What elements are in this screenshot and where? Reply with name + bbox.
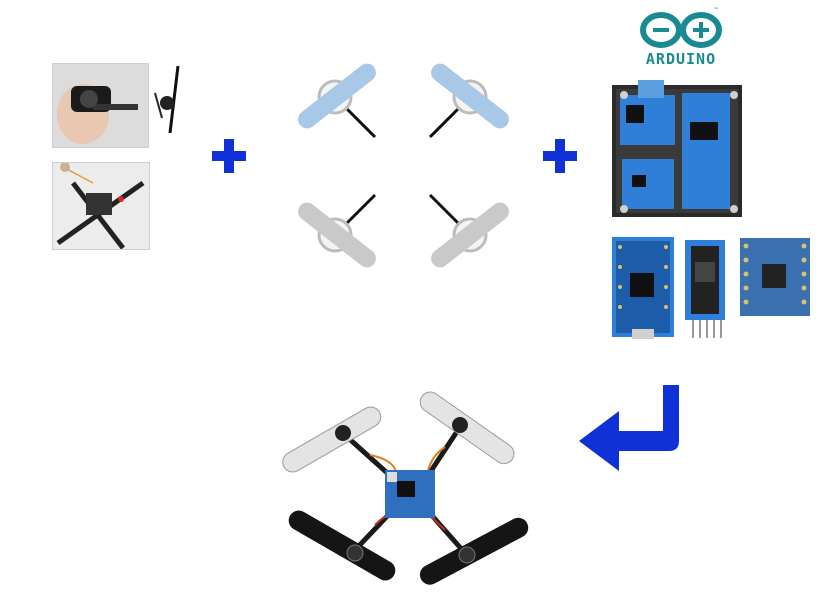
plus-icon — [212, 139, 246, 173]
propeller-motor-photo — [150, 63, 185, 143]
arduino-logo-text: ARDUINO — [645, 50, 717, 68]
arduino-shield-board — [612, 80, 742, 217]
motor-mount-photo — [52, 63, 149, 148]
trademark-mark: ™ — [713, 7, 719, 14]
arduino-logo — [640, 12, 722, 48]
assembled-quadcopter — [282, 391, 529, 585]
imu-sensor-board — [740, 238, 810, 316]
propeller-set — [298, 63, 509, 268]
frame-photo — [52, 162, 150, 250]
plus-icon — [543, 139, 577, 173]
bluetooth-module — [685, 240, 725, 338]
propeller-bottom-left — [298, 193, 377, 268]
propeller-bottom-right — [428, 193, 509, 268]
propeller-top-left — [298, 63, 377, 139]
return-arrow-icon — [579, 385, 679, 471]
pro-mini-board — [612, 237, 674, 339]
propeller-top-right — [428, 63, 509, 139]
